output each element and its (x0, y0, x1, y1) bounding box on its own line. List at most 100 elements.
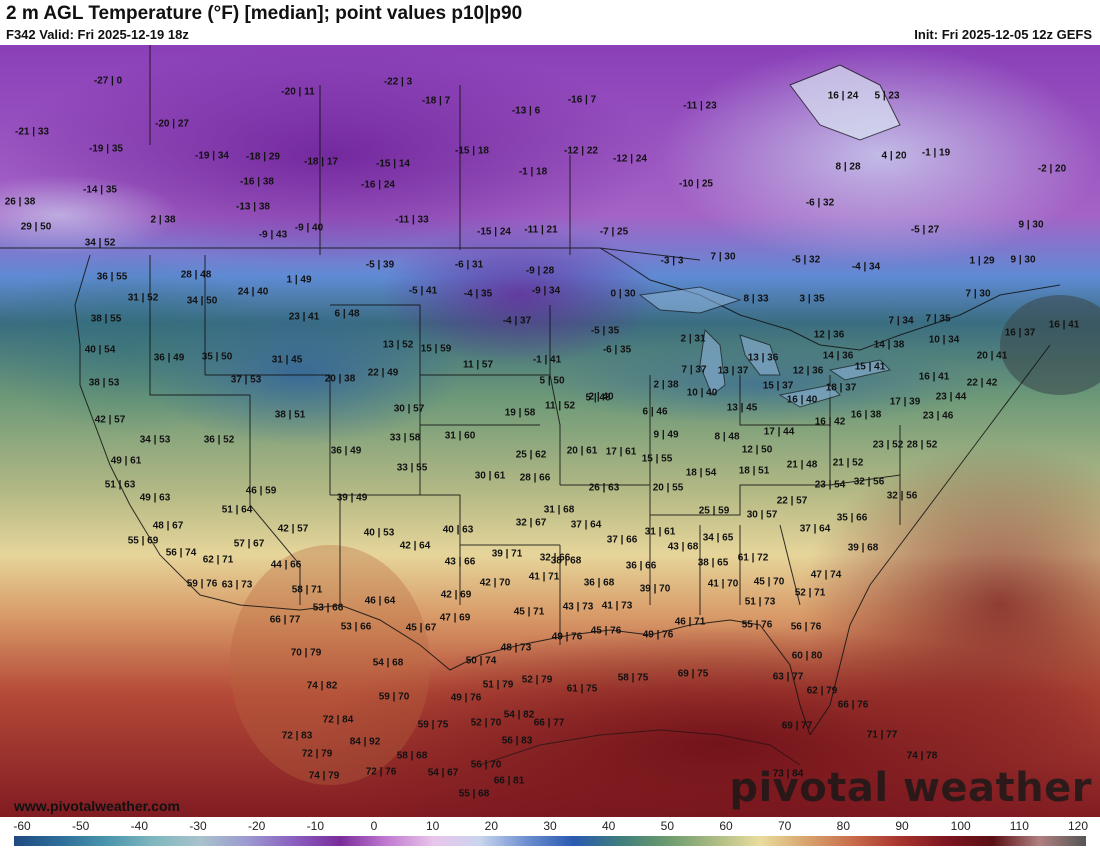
point-value: 69 | 77 (781, 720, 813, 732)
point-value: 35 | 50 (201, 351, 233, 363)
point-value: 58 | 71 (291, 584, 323, 596)
point-value: 59 | 75 (417, 719, 449, 731)
legend-tick-label: -20 (247, 819, 266, 833)
point-value: 31 | 52 (127, 292, 159, 304)
point-value: 40 | 54 (84, 344, 116, 356)
legend-tick-label: 20 (484, 819, 499, 833)
point-value: 36 | 66 (625, 560, 657, 572)
point-value: 16 | 37 (1004, 327, 1036, 339)
point-value: 52 | 71 (794, 587, 826, 599)
point-value: 72 | 76 (365, 766, 397, 778)
point-value: 1 | 49 (286, 274, 312, 286)
point-value: 23 | 44 (935, 391, 967, 403)
point-value: 20 | 38 (324, 373, 356, 385)
point-value: -20 | 11 (281, 86, 315, 98)
point-value: 46 | 71 (674, 616, 706, 628)
point-value: 74 | 82 (306, 680, 338, 692)
point-value: -2 | 20 (1037, 163, 1067, 175)
point-value: 18 | 51 (738, 465, 770, 477)
point-value: 44 | 66 (270, 559, 302, 571)
point-value: 39 | 71 (491, 548, 523, 560)
point-value: 48 | 73 (500, 642, 532, 654)
point-value: 34 | 65 (702, 532, 734, 544)
point-value: 56 | 83 (501, 735, 533, 747)
site-url[interactable]: www.pivotalweather.com (14, 798, 180, 814)
point-value: -13 | 38 (236, 201, 270, 213)
point-value: 7 | 30 (965, 288, 991, 300)
point-value: 66 | 77 (269, 614, 301, 626)
point-value: 72 | 84 (322, 714, 354, 726)
point-value: 9 | 49 (653, 429, 679, 441)
point-value: -18 | 7 (421, 95, 451, 107)
legend-tick-label: -50 (71, 819, 90, 833)
point-value: 18 | 54 (685, 467, 717, 479)
point-value: -16 | 7 (567, 94, 597, 106)
point-value: 58 | 68 (396, 750, 428, 762)
point-value: -27 | 0 (93, 75, 123, 87)
point-value: 48 | 67 (152, 520, 184, 532)
point-value: 15 | 59 (420, 343, 452, 355)
point-value: 37 | 64 (799, 523, 831, 535)
point-value: -15 | 18 (455, 145, 489, 157)
point-value: 31 | 45 (271, 354, 303, 366)
point-value: 38 | 65 (697, 557, 729, 569)
point-value: -12 | 24 (613, 153, 647, 165)
point-value: 63 | 73 (221, 579, 253, 591)
point-value: 55 | 69 (127, 535, 159, 547)
point-value: 26 | 63 (588, 482, 620, 494)
point-value: -6 | 32 (805, 197, 835, 209)
point-value: 57 | 67 (233, 538, 265, 550)
temperature-field (0, 45, 1100, 817)
legend-tick-label: -60 (13, 819, 31, 833)
point-value: -16 | 38 (240, 176, 274, 188)
point-value: 22 | 49 (367, 367, 399, 379)
point-value: -12 | 22 (564, 145, 598, 157)
point-value: 23 | 46 (922, 410, 954, 422)
point-value: -5 | 27 (910, 224, 940, 236)
point-value: 55 | 76 (741, 619, 773, 631)
point-value: 32 | 67 (515, 517, 547, 529)
point-value: 42 | 57 (94, 414, 126, 426)
point-value: 13 | 37 (717, 365, 749, 377)
temperature-map[interactable]: -27 | 0 -21 | 33 -19 | 35 -20 | 27 -20 | 11 -… (0, 45, 1100, 817)
point-value: 32 | 66 (539, 552, 571, 564)
point-value: -10 | 25 (679, 178, 713, 190)
point-value: 43 | 68 (667, 541, 699, 553)
point-value: 5 | 23 (874, 90, 900, 102)
point-value: 8 | 33 (743, 293, 769, 305)
point-value: 62 | 71 (202, 554, 234, 566)
point-value: 32 | 56 (853, 476, 885, 488)
legend-tick-label: 90 (895, 819, 909, 833)
point-value: 37 | 53 (230, 374, 262, 386)
legend-tick-label: 110 (1009, 819, 1029, 833)
point-value: 6 | 48 (334, 308, 360, 320)
point-value: 2 | 31 (680, 333, 706, 345)
point-value: 38 | 55 (90, 313, 122, 325)
legend-tick-label: 70 (777, 819, 792, 833)
point-value: -9 | 40 (294, 222, 324, 234)
point-value: 30 | 57 (393, 403, 425, 415)
point-value: 71 | 77 (866, 729, 898, 741)
point-value: 31 | 61 (644, 526, 676, 538)
point-value: -4 | 35 (463, 288, 493, 300)
point-value: 66 | 76 (837, 699, 869, 711)
point-value: 9 | 30 (1018, 219, 1044, 231)
pivotal-weather-logo: pivotal weather (729, 765, 1092, 811)
point-value: -1 | 19 (921, 147, 951, 159)
point-value: 36 | 49 (330, 445, 362, 457)
point-value: 19 | 58 (504, 407, 536, 419)
point-value: 58 | 75 (617, 672, 649, 684)
point-value: 59 | 76 (186, 578, 218, 590)
point-value: 2 | 38 (150, 214, 176, 226)
init-time: Init: Fri 2025-12-05 12z GEFS (914, 27, 1092, 42)
point-value: 43 | 73 (562, 601, 594, 613)
point-value: 69 | 75 (677, 668, 709, 680)
point-value: 2 | 38 (653, 379, 679, 391)
point-value: 52 | 79 (521, 674, 553, 686)
point-value: 38 | 53 (88, 377, 120, 389)
point-value: 52 | 70 (470, 717, 502, 729)
point-value: 72 | 79 (301, 748, 333, 760)
legend-tick-label: 50 (660, 819, 675, 833)
point-value: 15 | 41 (854, 361, 886, 373)
point-value: 11 | 57 (462, 359, 494, 371)
